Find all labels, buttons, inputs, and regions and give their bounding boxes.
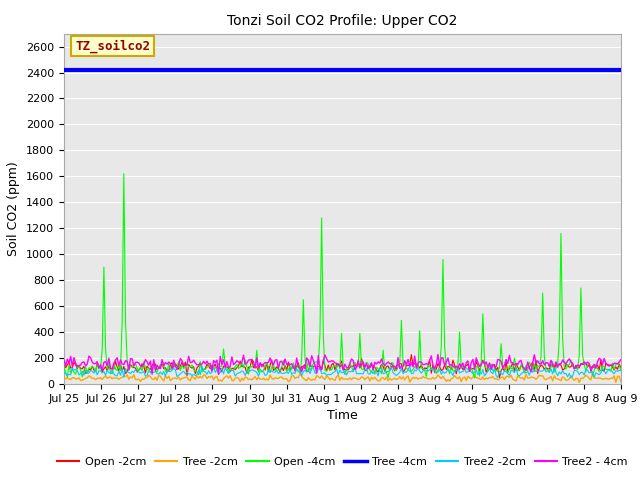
Title: Tonzi Soil CO2 Profile: Upper CO2: Tonzi Soil CO2 Profile: Upper CO2 (227, 14, 458, 28)
Text: TZ_soilco2: TZ_soilco2 (75, 39, 150, 53)
Y-axis label: Soil CO2 (ppm): Soil CO2 (ppm) (8, 161, 20, 256)
X-axis label: Time: Time (327, 409, 358, 422)
Legend: Open -2cm, Tree -2cm, Open -4cm, Tree -4cm, Tree2 -2cm, Tree2 - 4cm: Open -2cm, Tree -2cm, Open -4cm, Tree -4… (52, 453, 632, 471)
